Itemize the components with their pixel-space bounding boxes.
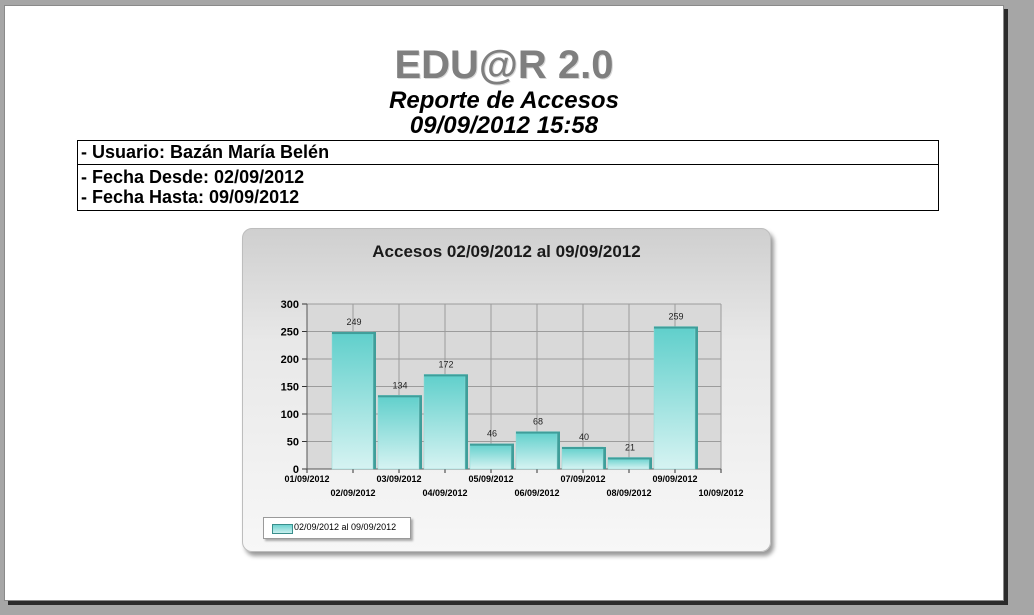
report-datetime: 09/09/2012 15:58 <box>409 112 599 139</box>
bar-top-edge <box>562 447 606 449</box>
legend-label: 02/09/2012 al 09/09/2012 <box>294 522 397 532</box>
x-tick-label: 03/09/2012 <box>376 474 421 484</box>
bar-side <box>695 326 698 469</box>
y-tick-label: 200 <box>281 354 299 366</box>
chart-title: Accesos 02/09/2012 al 09/09/2012 <box>372 242 641 261</box>
data-label: 21 <box>625 442 635 452</box>
x-tick-label: 10/09/2012 <box>698 488 743 498</box>
y-tick-label: 100 <box>281 409 299 421</box>
x-tick-label: 07/09/2012 <box>560 474 605 484</box>
x-tick-label: 02/09/2012 <box>330 488 375 498</box>
x-tick-label: 05/09/2012 <box>468 474 513 484</box>
bar-side <box>511 443 514 469</box>
data-label: 46 <box>487 429 497 439</box>
data-label: 134 <box>392 380 407 390</box>
x-tick-label: 06/09/2012 <box>514 488 559 498</box>
fecha-desde-label: - Fecha Desde: 02/09/2012 <box>81 167 305 187</box>
bar-side <box>465 374 468 469</box>
bar <box>331 331 374 470</box>
bar-top-edge <box>332 332 376 335</box>
data-label: 259 <box>668 312 683 322</box>
data-label: 172 <box>438 359 453 369</box>
legend-swatch <box>272 524 293 534</box>
bar-side <box>373 332 376 469</box>
bar-side <box>419 395 422 469</box>
x-tick-label: 04/09/2012 <box>422 488 467 498</box>
report-title: Reporte de Accesos <box>389 87 619 114</box>
fecha-hasta-label: - Fecha Hasta: 09/09/2012 <box>81 187 300 207</box>
report-page: EDU@R 2.0 Reporte de Accesos 09/09/2012 … <box>4 5 1004 601</box>
x-tick-label: 08/09/2012 <box>606 488 651 498</box>
bar <box>561 446 604 470</box>
bar-side <box>649 457 652 469</box>
bar <box>469 443 512 470</box>
bar-side <box>557 431 560 469</box>
y-tick-label: 0 <box>293 464 299 476</box>
usuario-label: - Usuario: Bazán María Belén <box>81 142 330 162</box>
bar <box>423 374 466 470</box>
y-tick-label: 150 <box>281 382 299 394</box>
bar-top-edge <box>654 326 698 329</box>
bar-chart: 0 50 100 150 200 250 300 01/09/201202/09/201203… <box>281 299 744 498</box>
y-tick-label: 300 <box>281 299 299 311</box>
data-label: 68 <box>533 417 543 427</box>
x-tick-label: 01/09/2012 <box>284 474 329 484</box>
data-label: 249 <box>346 317 361 327</box>
y-tick-label: 50 <box>287 437 299 449</box>
bar-side <box>603 447 606 469</box>
bar-top-edge <box>608 457 652 460</box>
user-info-box: - Usuario: Bazán María Belén <box>77 140 939 165</box>
bar <box>377 395 420 470</box>
app-title: EDU@R 2.0 <box>394 43 614 87</box>
bar-top-edge <box>516 431 560 434</box>
data-label: 40 <box>579 432 589 442</box>
bar-top-edge <box>424 374 468 377</box>
bar-top-edge <box>470 443 514 446</box>
chart-legend: 02/09/2012 al 09/09/2012 <box>263 517 411 539</box>
chart-panel: Accesos 02/09/2012 al 09/09/2012 0 50 100 1… <box>242 228 771 552</box>
bar-top-edge <box>378 395 422 398</box>
date-range-box: - Fecha Desde: 02/09/2012 - Fecha Hasta:… <box>77 164 939 211</box>
bar <box>515 431 558 470</box>
y-tick-label: 250 <box>281 327 299 339</box>
bar <box>653 326 696 470</box>
x-tick-label: 09/09/2012 <box>652 474 697 484</box>
